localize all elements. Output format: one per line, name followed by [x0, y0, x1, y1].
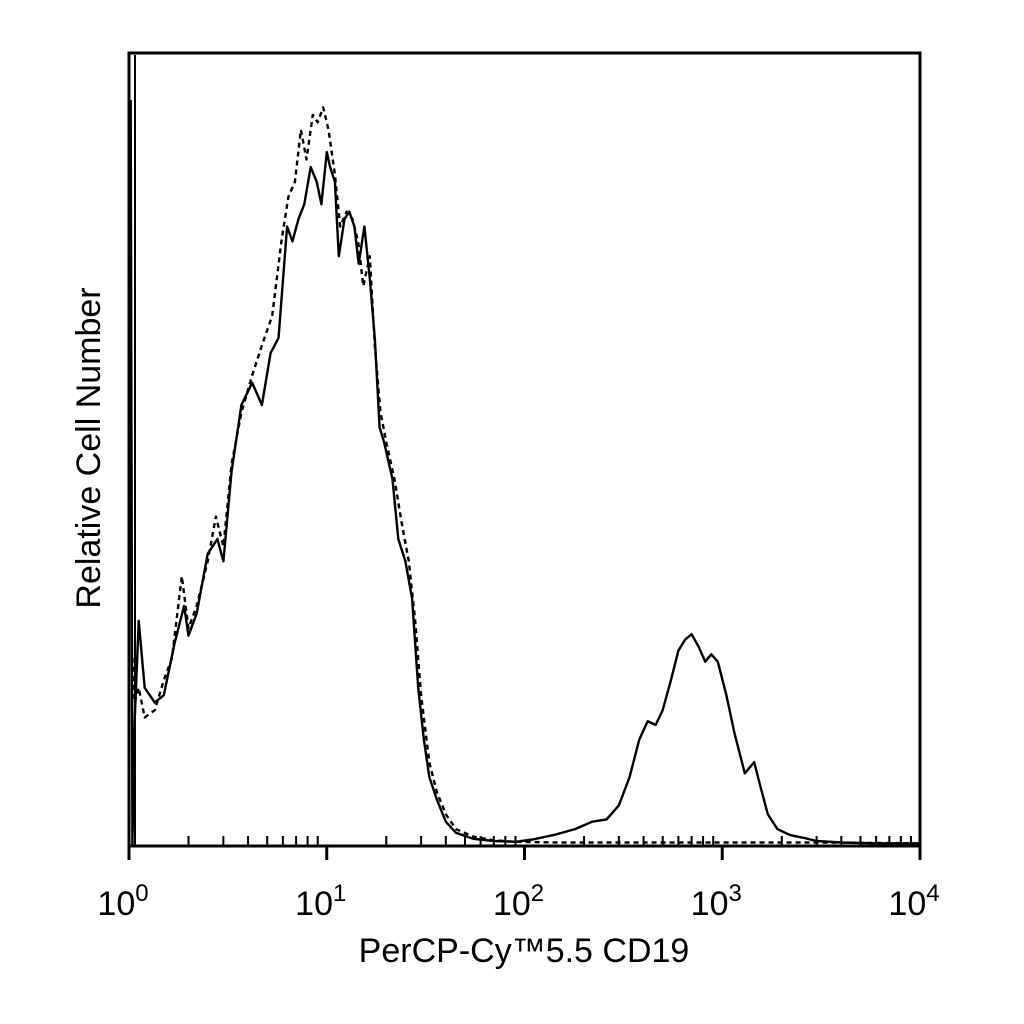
x-tick-labels: 100 101 102 103 104: [97, 880, 939, 923]
x-tick-label: 103: [691, 880, 742, 923]
series-layer: [129, 99, 921, 846]
x-tick-label: 102: [493, 880, 544, 923]
y-axis-label: Relative Cell Number: [70, 287, 108, 608]
x-tick-label: 104: [888, 880, 939, 923]
x-major-ticks: [127, 846, 922, 860]
x-tick-label: 101: [295, 880, 346, 923]
x-tick-label: 100: [97, 880, 148, 923]
series-dashed-line: [131, 106, 921, 845]
plot-frame: [127, 51, 922, 848]
x-minor-ticks: [187, 836, 912, 846]
series-solid-line: [129, 99, 920, 846]
x-axis-label: PerCP-Cy™5.5 CD19: [359, 932, 690, 970]
